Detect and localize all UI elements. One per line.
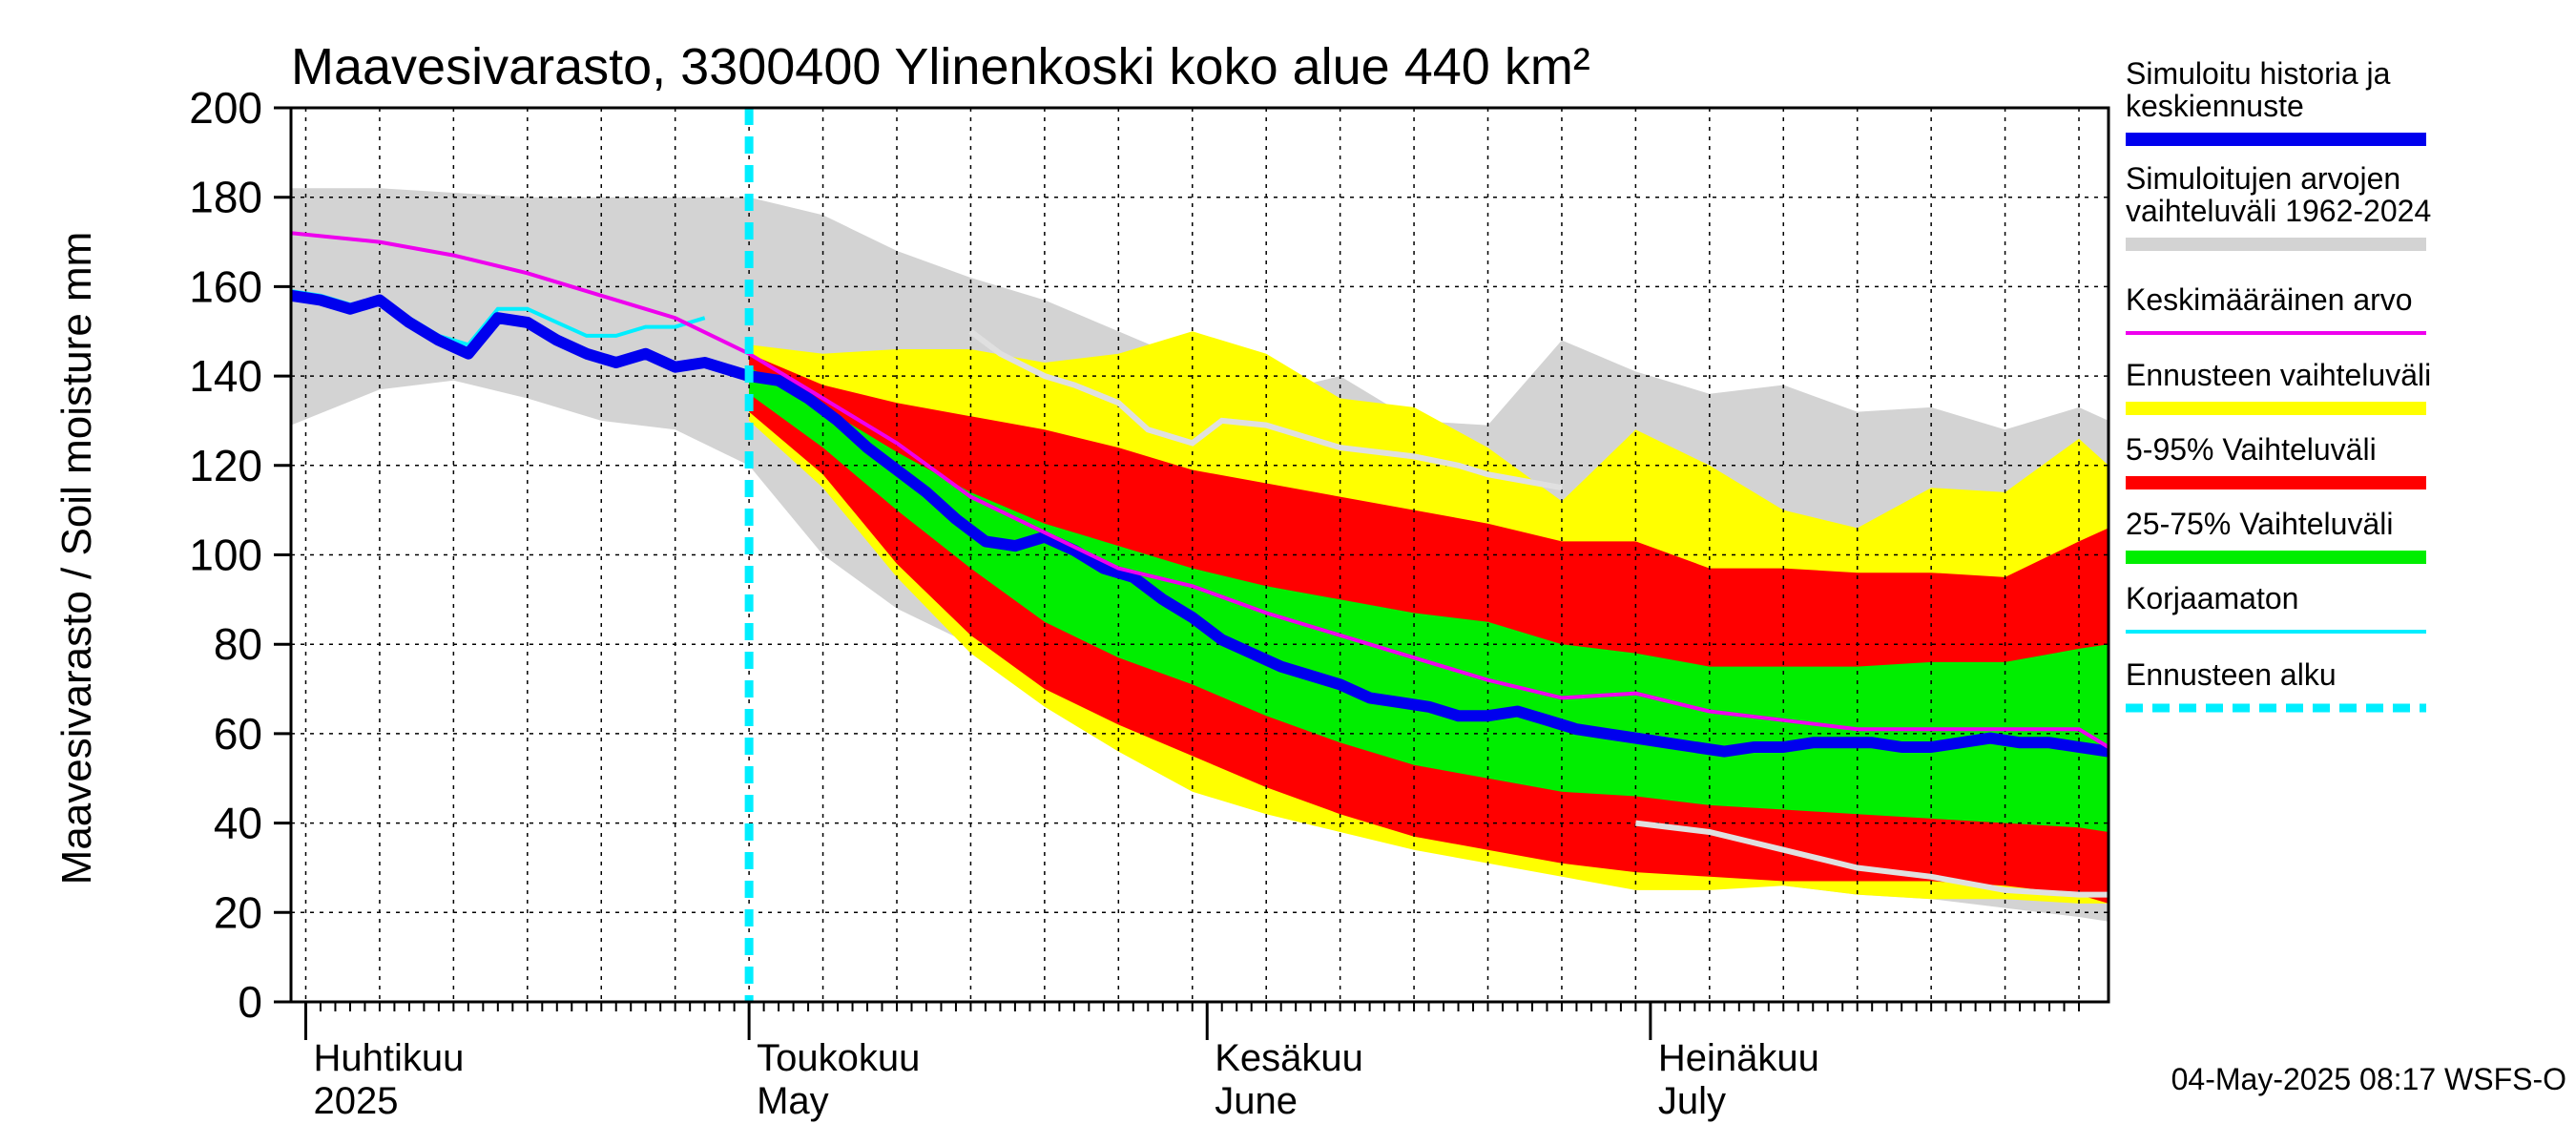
y-tick-label: 200	[189, 83, 262, 133]
x-month-label: Kesäkuu	[1215, 1037, 1363, 1079]
y-tick-label: 40	[214, 799, 262, 848]
band-25-75	[749, 366, 2109, 832]
x-month-sublabel: May	[757, 1080, 829, 1122]
legend-label-median: Simuloitu historia ja	[2126, 56, 2391, 91]
chart-title: Maavesivarasto, 3300400 Ylinenkoski koko…	[291, 38, 1590, 95]
chart-lines	[291, 108, 2109, 1002]
legend-label-historical_range: Simuloitujen arvojen	[2126, 161, 2400, 196]
y-tick-label: 140	[189, 351, 262, 401]
x-month-sublabel: June	[1215, 1080, 1298, 1122]
x-month-sublabel: 2025	[313, 1080, 398, 1122]
legend-sublabel-median: keskiennuste	[2126, 89, 2304, 123]
y-tick-label: 180	[189, 173, 262, 222]
chart-grid	[291, 107, 2109, 1003]
y-tick-label: 20	[214, 887, 262, 937]
observed-history-line-lower	[1635, 820, 2109, 898]
y-axis-label: Maavesivarasto / Soil moisture mm	[53, 232, 100, 885]
legend-label-uncorrected: Korjaamaton	[2126, 581, 2298, 615]
footer-timestamp: 04-May-2025 08:17 WSFS-O	[2171, 1062, 2566, 1096]
y-tick-label: 80	[214, 619, 262, 669]
legend-sublabel-historical_range: vaihteluväli 1962-2024	[2126, 194, 2431, 228]
legend-label-band_5_95: 5-95% Vaihteluväli	[2126, 432, 2377, 467]
legend-label-forecast_start: Ennusteen alku	[2126, 657, 2337, 692]
mean-line	[291, 231, 2109, 749]
y-axis-ticks: 0 20 40 60 80 100 120 140 160 180 200	[189, 83, 291, 1027]
x-month-label: Heinäkuu	[1658, 1037, 1819, 1079]
observed-history-line-upper	[968, 328, 1563, 491]
y-tick-label: 60	[214, 709, 262, 759]
y-tick-label: 120	[189, 441, 262, 490]
x-month-label: Toukokuu	[757, 1037, 920, 1079]
legend-label-forecast_range: Ennusteen vaihteluväli	[2126, 358, 2431, 392]
y-tick-label: 100	[189, 531, 262, 580]
y-tick-label: 0	[238, 977, 262, 1027]
legend-label-mean: Keskimääräinen arvo	[2126, 282, 2413, 317]
median-forecast-line	[291, 289, 2109, 758]
y-tick-label: 160	[189, 261, 262, 311]
x-month-label: Huhtikuu	[313, 1037, 464, 1079]
x-month-sublabel: July	[1658, 1080, 1726, 1122]
legend-label-band_25_75: 25-75% Vaihteluväli	[2126, 507, 2393, 541]
